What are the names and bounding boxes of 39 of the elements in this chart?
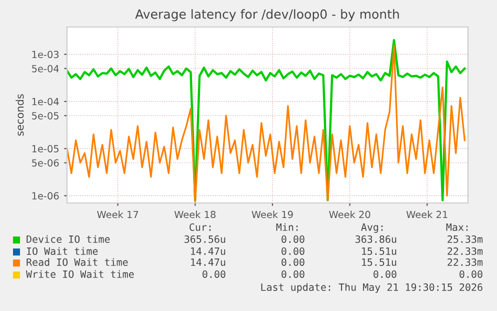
text: 0.00 (282, 235, 304, 243)
text: Last update: Thu May 21 19:30:15 2026 (261, 283, 482, 293)
text: 0.00 (282, 247, 304, 255)
legend-label: Write IO Wait time (26, 270, 134, 278)
x-tick-label: Week 19 (252, 210, 293, 218)
text: 0.00 (460, 270, 482, 278)
text: 0.00 (202, 270, 226, 278)
text: 0.00 (374, 270, 396, 278)
text: 15.51u (362, 258, 396, 266)
y-tick-label: 5e-04 (32, 64, 59, 72)
text: 14.47u (191, 247, 226, 255)
text: Cur: (190, 223, 211, 231)
y-tick-label: 1e-04 (32, 98, 59, 106)
legend-label: IO Wait time (26, 247, 98, 255)
y-tick-label: 5e-05 (32, 112, 59, 120)
y-tick-label: 5e-06 (32, 159, 59, 167)
y-axis-title: seconds (16, 94, 24, 136)
x-tick-label: Week 18 (174, 210, 216, 218)
text: 15.51u (362, 247, 396, 255)
text: Max: (446, 223, 468, 231)
text: 14.47u (191, 258, 226, 266)
text: 0.00 (282, 270, 304, 278)
text: 365.56u (184, 235, 226, 243)
legend-label: Device IO time (26, 235, 110, 243)
x-tick-label: Week 21 (406, 210, 448, 218)
y-tick-label: 1e-05 (32, 145, 59, 152)
text: Avg: (361, 223, 383, 233)
x-tick-label: Week 20 (329, 210, 370, 218)
text: 22.33m (448, 247, 483, 255)
legend-label: Read IO Wait time (26, 258, 128, 266)
text: 0.00 (282, 258, 304, 266)
text: 25.33m (448, 235, 483, 243)
text: Min: (276, 223, 298, 231)
y-tick-label: 1e-06 (32, 192, 59, 200)
chart-title: Average latency for /dev/loop0 - by month (135, 9, 399, 22)
text: 22.33m (448, 258, 483, 266)
text: 363.86u (356, 235, 396, 243)
x-tick-label: Week 17 (97, 210, 138, 218)
y-tick-label: 1e-03 (32, 50, 59, 58)
